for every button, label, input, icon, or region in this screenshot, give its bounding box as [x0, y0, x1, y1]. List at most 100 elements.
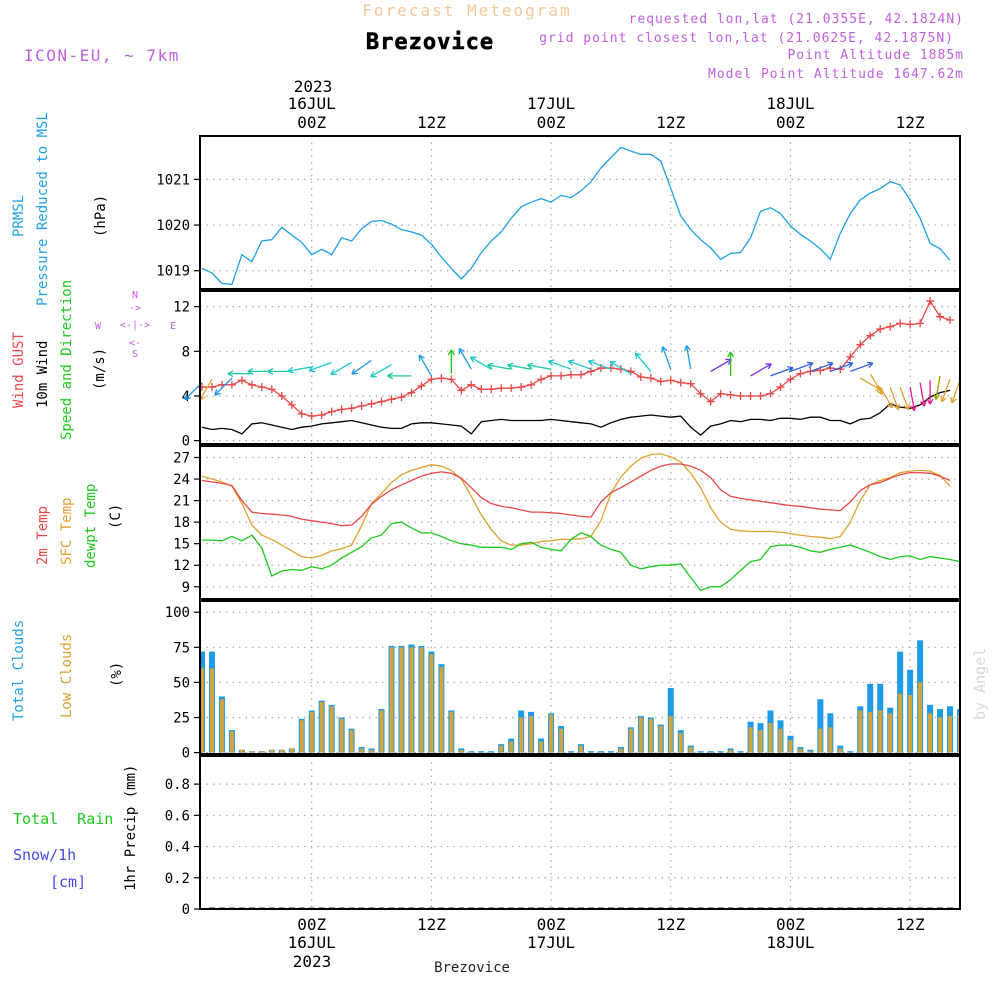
gust-marker [736, 391, 745, 400]
low-cloud-bar [369, 749, 374, 753]
wind-direction-arrow [330, 361, 352, 376]
wind-direction-arrow [889, 386, 900, 411]
low-cloud-bar [389, 647, 394, 753]
low-cloud-bar [509, 741, 514, 753]
gust-marker [896, 319, 905, 328]
y-tick-label: 75 [173, 640, 190, 656]
gust-marker [207, 383, 216, 392]
gust-marker [347, 404, 356, 413]
wind-direction-arrow [909, 386, 917, 412]
low-cloud-bar [748, 727, 753, 753]
total-cloud-bar [697, 751, 704, 753]
gust-marker [227, 380, 236, 389]
y-tick-label: 0.6 [165, 808, 190, 824]
model-label: ICON-EU, ~ 7km [24, 46, 180, 65]
total-cloud-bar [468, 751, 475, 753]
gust-marker [726, 390, 735, 399]
low-cloud-bar [339, 718, 344, 753]
x-tick-hour-bottom: 00Z [537, 915, 566, 934]
pressure-unit-label: (hPa) [93, 195, 109, 237]
low-cloud-bar [728, 749, 733, 753]
wind-direction-arrow [507, 362, 532, 370]
gust-marker [746, 391, 755, 400]
wind-gust-line [202, 299, 951, 417]
wind-direction-arrow [919, 382, 927, 407]
gust-marker [277, 391, 286, 400]
wind-direction-arrow [661, 346, 672, 370]
low-cloud-bar [529, 716, 534, 753]
y-tick-label: 0 [182, 902, 190, 918]
x-tick-date-top: 17JUL [527, 94, 575, 113]
dewpt-label: dewpt Temp [83, 484, 99, 568]
panel-frame [199, 755, 961, 910]
gust-marker [916, 319, 925, 328]
gust-marker [846, 352, 855, 361]
low-cloud-bar [808, 751, 813, 753]
sfc-temp-line [201, 453, 951, 559]
gust-marker [417, 381, 426, 390]
gust-marker [487, 385, 496, 394]
wind-direction-arrow [770, 366, 794, 377]
low-cloud-bar [379, 710, 384, 753]
wind-direction-arrow [469, 356, 492, 370]
wind-direction-arrow [933, 375, 941, 400]
y-tick-label: 24 [173, 472, 190, 488]
temperature-labels: 2m Temp SFC Temp dewpt Temp (C) [35, 484, 124, 568]
wind-direction-arrow [547, 359, 572, 370]
y-tick-label: 25 [173, 711, 190, 727]
total-cloud-bar [478, 751, 485, 753]
compass-up: -> [129, 303, 141, 314]
wind-direction-arrow [940, 379, 951, 403]
low-cloud-bar [409, 647, 414, 753]
x-tick-date-top: 16JUL [288, 94, 336, 113]
gust-marker [766, 389, 775, 398]
gust-marker [696, 389, 705, 398]
low-cloud-bar [209, 668, 214, 753]
gust-marker [716, 389, 725, 398]
gust-marker [706, 397, 715, 406]
gust-marker [906, 320, 915, 329]
gust-marker [676, 378, 685, 387]
low-cloud-bar [958, 714, 959, 753]
low-cloud-bar [898, 693, 903, 753]
low-cloud-bar [618, 748, 623, 753]
footer-location: Brezovice [434, 960, 510, 976]
wind-speed-line [201, 389, 951, 436]
low-cloud-bar [648, 718, 653, 753]
wind-direction-arrow [750, 363, 772, 377]
panel-bg [200, 291, 960, 444]
low-cloud-bar [259, 751, 264, 753]
wind-direction-arrow [387, 372, 412, 380]
x-tick-hour-top: 00Z [537, 113, 566, 132]
gust-marker [407, 388, 416, 397]
panel-frame [199, 135, 961, 290]
wind-direction-arrow [287, 366, 312, 374]
compass-west: W [95, 321, 102, 332]
x-tick-hour-bottom: 00Z [776, 915, 805, 934]
total-cloud-bar [807, 749, 814, 753]
pressure-labels: PRMSL Pressure Reduced to MSL (hPa) [11, 112, 109, 306]
gust-marker [267, 385, 276, 394]
gust-marker [437, 374, 446, 383]
low-cloud-bar [658, 725, 663, 753]
low-cloud-bar [828, 727, 833, 753]
wind-direction-arrow [850, 361, 874, 373]
y-tick-label: 18 [173, 515, 190, 531]
wind-unit-label: (m/s) [92, 348, 108, 390]
low-cloud-bar [559, 728, 564, 753]
low-cloud-bar [309, 711, 314, 753]
compass-cross: <-|-> [120, 320, 150, 331]
x-tick-date-top: 18JUL [766, 94, 814, 113]
low-cloud-bar [219, 699, 224, 753]
gust-marker [297, 409, 306, 418]
low-cloud-bar [249, 751, 254, 753]
compass-down: <- [129, 338, 141, 349]
low-clouds-label: Low Clouds [59, 634, 75, 718]
low-cloud-bar [638, 717, 643, 753]
compass-north: N [132, 290, 138, 301]
x-tick-hour-bottom: 12Z [896, 915, 925, 934]
top-year-label: 2023 [294, 77, 333, 96]
precip-labels: Total Rain Snow/1h [cm] 1hr Precip (mm) [13, 765, 139, 891]
wind-direction-arrow [214, 377, 233, 396]
gust-marker [876, 324, 885, 333]
